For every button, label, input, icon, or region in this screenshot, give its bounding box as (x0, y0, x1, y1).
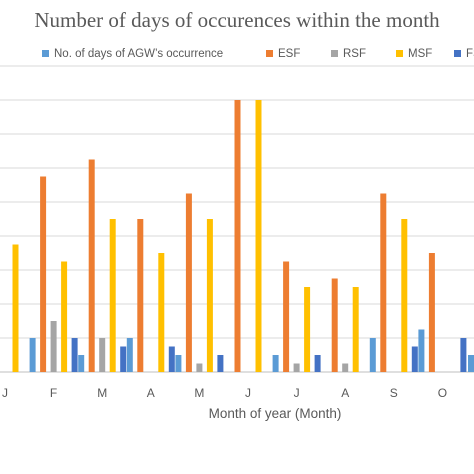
bar (217, 355, 224, 372)
legend-swatch (454, 50, 461, 57)
x-tick-label: J (294, 386, 300, 400)
bar (61, 261, 68, 372)
bar (99, 338, 106, 372)
bar (331, 278, 338, 372)
bar (137, 219, 144, 372)
legend-swatch (266, 50, 273, 57)
bar (185, 193, 192, 372)
bar (71, 338, 78, 372)
bar (88, 159, 95, 372)
bar (468, 355, 474, 372)
legend-swatch (42, 50, 49, 57)
x-tick-label: A (341, 386, 349, 400)
x-tick-label: O (438, 386, 447, 400)
bar (109, 219, 116, 372)
legend-swatch (331, 50, 338, 57)
bar (126, 338, 133, 372)
bar (314, 355, 321, 372)
bar (50, 321, 57, 372)
bar (272, 355, 279, 372)
legend-swatch (396, 50, 403, 57)
bar (255, 100, 262, 372)
bar (380, 193, 387, 372)
bar (293, 363, 300, 372)
bar (12, 244, 19, 372)
bar (196, 363, 203, 372)
legend-label: MSF (408, 48, 432, 60)
bar (158, 253, 165, 372)
bar (168, 346, 175, 372)
x-tick-label: M (194, 386, 204, 400)
bar (206, 219, 213, 372)
bar (428, 253, 435, 372)
bar (369, 338, 376, 372)
bar (352, 287, 359, 372)
x-tick-label: M (97, 386, 107, 400)
legend-label: RSF (343, 48, 366, 60)
legend-label: FSF (466, 48, 474, 60)
x-tick-label: J (2, 386, 8, 400)
x-tick-label: S (390, 386, 398, 400)
chart-title: Number of days of occurences within the … (34, 8, 440, 32)
bar (29, 338, 36, 372)
bar (234, 100, 241, 372)
bar (40, 176, 47, 372)
bar (460, 338, 467, 372)
x-tick-label: J (245, 386, 251, 400)
bar (283, 261, 290, 372)
legend-label: ESF (278, 48, 300, 60)
x-axis-title: Month of year (Month) (209, 406, 342, 421)
bar (401, 219, 408, 372)
bar (304, 287, 311, 372)
x-tick-label: F (50, 386, 57, 400)
bar (78, 355, 85, 372)
legend-label: No. of days of AGW’s occurrence (54, 48, 223, 60)
bar (342, 363, 349, 372)
bar (175, 355, 182, 372)
bar (120, 346, 127, 372)
bar (418, 329, 425, 372)
bar (411, 346, 418, 372)
x-tick-label: A (147, 386, 155, 400)
